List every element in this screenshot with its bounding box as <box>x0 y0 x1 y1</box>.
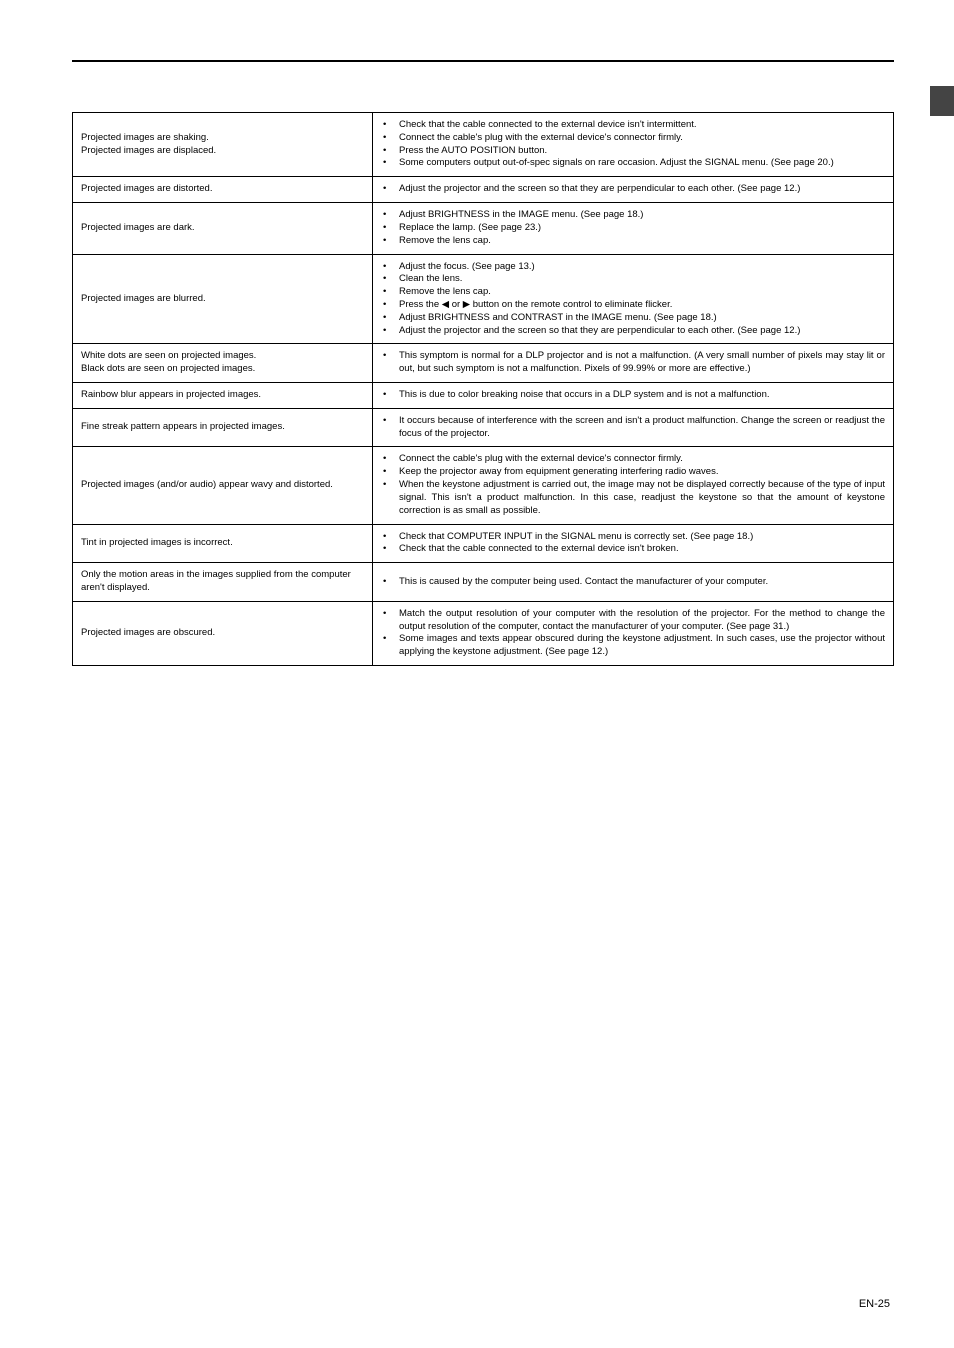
solution-item: Adjust the projector and the screen so t… <box>395 325 885 338</box>
problem-cell: Tint in projected images is incorrect. <box>73 524 373 563</box>
problem-cell: Projected images are shaking.Projected i… <box>73 113 373 177</box>
solution-list: Match the output resolution of your comp… <box>381 608 885 659</box>
solution-cell: This is caused by the computer being use… <box>373 563 894 602</box>
solution-item: Remove the lens cap. <box>395 286 885 299</box>
solution-item: Check that the cable connected to the ex… <box>395 119 885 132</box>
solution-list: Check that the cable connected to the ex… <box>381 119 885 170</box>
solution-list: This is due to color breaking noise that… <box>381 389 885 402</box>
solution-item: Clean the lens. <box>395 273 885 286</box>
solution-item: Press the ◀ or ▶ button on the remote co… <box>395 299 885 312</box>
solution-item: When the keystone adjustment is carried … <box>395 479 885 517</box>
table-row: Rainbow blur appears in projected images… <box>73 383 894 409</box>
solution-item: Connect the cable's plug with the extern… <box>395 453 885 466</box>
solution-item: Check that COMPUTER INPUT in the SIGNAL … <box>395 531 885 544</box>
solution-item: This is due to color breaking noise that… <box>395 389 885 402</box>
solution-list: Adjust the focus. (See page 13.)Clean th… <box>381 261 885 338</box>
solution-cell: Match the output resolution of your comp… <box>373 601 894 665</box>
solution-item: Adjust BRIGHTNESS in the IMAGE menu. (Se… <box>395 209 885 222</box>
problem-cell: Projected images are dark. <box>73 203 373 254</box>
table-row: White dots are seen on projected images.… <box>73 344 894 383</box>
problem-cell: Projected images are blurred. <box>73 254 373 344</box>
problem-cell: Fine streak pattern appears in projected… <box>73 408 373 447</box>
solution-cell: Adjust the projector and the screen so t… <box>373 177 894 203</box>
table-row: Projected images are obscured. Match the … <box>73 601 894 665</box>
problem-cell: Only the motion areas in the images supp… <box>73 563 373 602</box>
problem-cell: Projected images (and/or audio) appear w… <box>73 447 373 524</box>
table-row: Projected images are distorted. Adjust th… <box>73 177 894 203</box>
troubleshooting-table: Projected images are shaking.Projected i… <box>72 112 894 666</box>
problem-cell: Rainbow blur appears in projected images… <box>73 383 373 409</box>
solution-item: Match the output resolution of your comp… <box>395 608 885 634</box>
solution-list: This symptom is normal for a DLP project… <box>381 350 885 376</box>
table-row: Projected images are shaking.Projected i… <box>73 113 894 177</box>
table-row: Projected images are blurred.Adjust the … <box>73 254 894 344</box>
solution-item: Connect the cable's plug with the extern… <box>395 132 885 145</box>
solution-item: It occurs because of interference with t… <box>395 415 885 441</box>
solution-item: Some computers output out-of-spec signal… <box>395 157 885 170</box>
solution-item: Adjust BRIGHTNESS and CONTRAST in the IM… <box>395 312 885 325</box>
solution-cell: Adjust BRIGHTNESS in the IMAGE menu. (Se… <box>373 203 894 254</box>
table-row: Tint in projected images is incorrect. Ch… <box>73 524 894 563</box>
table-row: Projected images (and/or audio) appear w… <box>73 447 894 524</box>
solution-list: Check that COMPUTER INPUT in the SIGNAL … <box>381 531 885 557</box>
solution-cell: Adjust the focus. (See page 13.)Clean th… <box>373 254 894 344</box>
solution-cell: Check that the cable connected to the ex… <box>373 113 894 177</box>
solution-list: Adjust the projector and the screen so t… <box>381 183 885 196</box>
solution-cell: Connect the cable's plug with the extern… <box>373 447 894 524</box>
solution-list: It occurs because of interference with t… <box>381 415 885 441</box>
problem-cell: Projected images are obscured. <box>73 601 373 665</box>
page-number: EN-25 <box>859 1298 890 1310</box>
solution-cell: This symptom is normal for a DLP project… <box>373 344 894 383</box>
solution-item: Press the AUTO POSITION button. <box>395 145 885 158</box>
side-tab <box>930 86 954 116</box>
solution-list: This is caused by the computer being use… <box>381 576 885 589</box>
problem-cell: White dots are seen on projected images.… <box>73 344 373 383</box>
solution-list: Connect the cable's plug with the extern… <box>381 453 885 517</box>
table-body: Projected images are shaking.Projected i… <box>73 113 894 666</box>
table-row: Only the motion areas in the images supp… <box>73 563 894 602</box>
table-row: Fine streak pattern appears in projected… <box>73 408 894 447</box>
page: Projected images are shaking.Projected i… <box>0 0 954 1348</box>
solution-item: This symptom is normal for a DLP project… <box>395 350 885 376</box>
solution-item: Replace the lamp. (See page 23.) <box>395 222 885 235</box>
solution-item: Adjust the projector and the screen so t… <box>395 183 885 196</box>
solution-item: Remove the lens cap. <box>395 235 885 248</box>
table-row: Projected images are dark. Adjust BRIGHTN… <box>73 203 894 254</box>
solution-item: This is caused by the computer being use… <box>395 576 885 589</box>
solution-cell: It occurs because of interference with t… <box>373 408 894 447</box>
solution-item: Keep the projector away from equipment g… <box>395 466 885 479</box>
solution-cell: This is due to color breaking noise that… <box>373 383 894 409</box>
solution-item: Some images and texts appear obscured du… <box>395 633 885 659</box>
solution-item: Check that the cable connected to the ex… <box>395 543 885 556</box>
solution-cell: Check that COMPUTER INPUT in the SIGNAL … <box>373 524 894 563</box>
solution-list: Adjust BRIGHTNESS in the IMAGE menu. (Se… <box>381 209 885 247</box>
problem-cell: Projected images are distorted. <box>73 177 373 203</box>
solution-item: Adjust the focus. (See page 13.) <box>395 261 885 274</box>
top-divider <box>72 60 894 62</box>
